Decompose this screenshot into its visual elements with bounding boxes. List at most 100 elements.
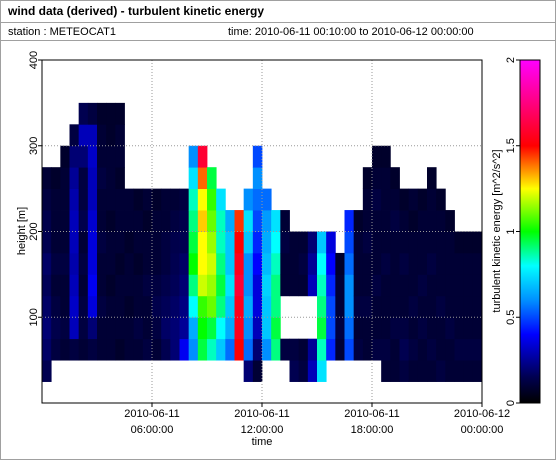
heatmap-cell [381,210,391,232]
heatmap-cell [97,338,107,361]
heatmap-cell [317,317,327,340]
heatmap-cell [381,145,391,168]
heatmap-cell [188,338,199,361]
heatmap-cell [243,317,254,340]
heatmap-cell [225,295,235,318]
heatmap-cell [197,274,208,297]
heatmap-cell [280,210,290,232]
heatmap-cell [87,231,98,254]
heatmap-cell [353,317,364,340]
heatmap-cell [51,274,61,297]
heatmap-cell [454,231,465,254]
x-tick-label: 06:00:00 [131,424,174,436]
heatmap-cell [408,252,419,275]
heatmap-cell [252,167,263,190]
heatmap-cell [454,317,465,340]
heatmap-cell [372,210,382,232]
heatmap-cell [372,145,382,168]
heatmap-cell [344,274,355,297]
heatmap-cell [427,252,437,275]
heatmap-cell [124,188,135,211]
heatmap-cell [381,167,391,190]
heatmap-cell [170,274,180,297]
heatmap-cell [307,360,318,382]
heatmap-cell [252,295,263,318]
heatmap-cell [225,338,235,361]
heatmap-cell [69,188,80,211]
heatmap-cell [390,231,400,254]
heatmap-cell [289,231,300,254]
heatmap-cell [69,210,80,232]
heatmap-cell [115,188,125,211]
heatmap-cell [252,360,263,382]
heatmap-cell [51,295,61,318]
heatmap-cell [170,317,180,340]
heatmap-cell [42,231,52,254]
heatmap-cell [307,338,318,361]
heatmap-cell [60,188,70,211]
heatmap-cell [399,231,410,254]
heatmap-cell [179,210,190,232]
heatmap-cell [87,102,98,125]
heatmap-cell [179,188,190,211]
heatmap-cell [179,317,190,340]
heatmap-cell [142,188,153,211]
heatmap-cell [298,231,309,254]
heatmap-cell [106,295,116,318]
heatmap-cell [234,252,245,275]
heatmap-cell [243,274,254,297]
heatmap-cell [106,210,116,232]
heatmap-cell [179,295,190,318]
heatmap-cell [42,210,52,232]
heatmap-cell [454,274,465,297]
heatmap-cell [60,231,70,254]
heatmap-cell [362,338,373,361]
heatmap-cell [197,252,208,275]
heatmap-cell [152,295,162,318]
colorbar-tick-label: 0 [505,400,517,406]
heatmap-cell [42,274,52,297]
heatmap-cell [472,274,483,297]
heatmap-cell [234,274,245,297]
heatmap-cell [42,338,52,361]
heatmap-cell [390,338,400,361]
heatmap-cell [252,317,263,340]
heatmap-cell [280,252,290,275]
heatmap-cell [463,295,474,318]
heatmap-cell [280,274,290,297]
heatmap-cell [78,145,89,168]
heatmap-cell [152,252,162,275]
heatmap-cell [381,231,391,254]
heatmap-cell [69,317,80,340]
heatmap-cell [463,252,474,275]
heatmap-cell [344,317,355,340]
heatmap-cell [60,145,70,168]
heatmap-cell [87,124,98,147]
heatmap-cell [69,274,80,297]
heatmap-cell [445,274,455,297]
x-tick-label: 2010-06-11 [234,408,289,420]
heatmap-cell [106,167,116,190]
heatmap-cell [51,252,61,275]
heatmap-cell [399,252,410,275]
heatmap-cell [51,231,61,254]
heatmap-cell [317,360,327,382]
heatmap-cell [445,317,455,340]
heatmap-cell [97,145,107,168]
heatmap-cell [124,317,135,340]
heatmap-cell [152,338,162,361]
heatmap-cell [97,295,107,318]
heatmap-cell [353,338,364,361]
heatmap-cell [417,210,428,232]
heatmap-cell [262,210,272,232]
heatmap-cell [381,338,391,361]
heatmap-cell [344,210,355,232]
heatmap-cell [78,167,89,190]
heatmap-cell [408,231,419,254]
y-tick-label: 100 [28,308,40,326]
heatmap-cell [69,231,80,254]
heatmap-cell [161,231,171,254]
heatmap-cell [87,145,98,168]
heatmap-cell [97,124,107,147]
heatmap-cell [152,317,162,340]
